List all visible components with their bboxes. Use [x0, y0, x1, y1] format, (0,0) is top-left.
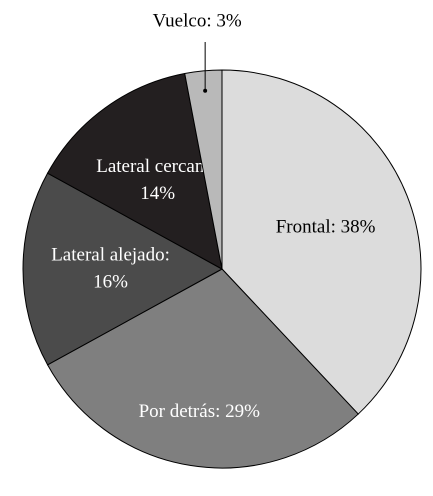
slice-label: Lateral cercano: [96, 156, 219, 177]
leader-dot [203, 88, 208, 93]
slice-label: 14% [140, 183, 175, 204]
slice-label: 16% [93, 271, 128, 292]
pie-slice [46, 268, 359, 469]
slice-label: Vuelco: 3% [153, 10, 242, 31]
pie-slice [46, 72, 223, 270]
slice-label: Frontal: 38% [276, 216, 376, 237]
pie-slice [22, 172, 224, 366]
slice-label: Por detrás: 29% [139, 401, 261, 422]
pie-slice [184, 69, 223, 270]
slice-label: Lateral alejado: [51, 244, 170, 265]
pie-slice [221, 69, 422, 415]
